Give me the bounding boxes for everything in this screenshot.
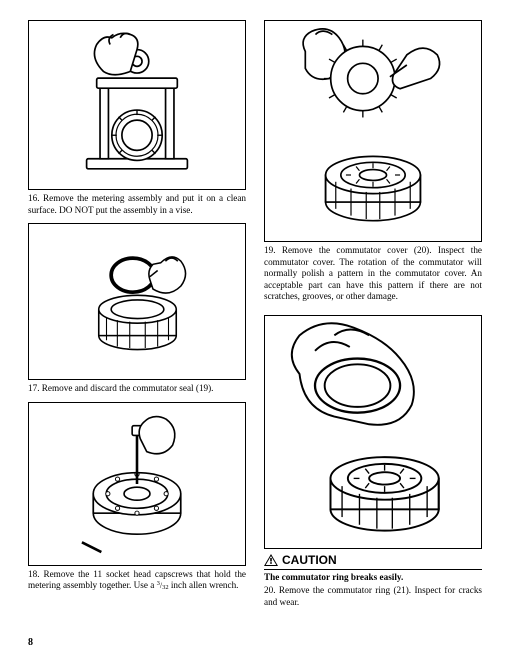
caution-rule bbox=[264, 569, 482, 570]
figure-step17 bbox=[28, 223, 246, 380]
illustration-step18 bbox=[56, 403, 218, 565]
step18-text: 18. Remove the 11 socket head capscrews … bbox=[28, 569, 246, 593]
page-number: 8 bbox=[28, 637, 482, 648]
right-column: 19. Remove the commutator cover (20). In… bbox=[264, 20, 482, 629]
illustration-step16 bbox=[53, 21, 221, 189]
illustration-step17 bbox=[60, 224, 215, 379]
step17-text: 17. Remove and discard the commutator se… bbox=[28, 383, 246, 395]
illustration-step20 bbox=[268, 316, 478, 548]
step16-text: 16. Remove the metering assembly and put… bbox=[28, 193, 246, 216]
manual-page: 16. Remove the metering assembly and put… bbox=[0, 0, 510, 660]
step20-text: 20. Remove the commutator ring (21). Ins… bbox=[264, 585, 482, 608]
illustration-step19 bbox=[273, 21, 473, 241]
step18-fraction: 3/32 bbox=[157, 580, 169, 590]
figure-step16 bbox=[28, 20, 246, 190]
figure-step19 bbox=[264, 20, 482, 242]
caution-bold-text: The commutator ring breaks easily. bbox=[264, 572, 403, 582]
step19-text: 19. Remove the commutator cover (20). In… bbox=[264, 245, 482, 303]
caution-heading: CAUTION bbox=[264, 553, 482, 567]
caution-label: CAUTION bbox=[282, 553, 337, 567]
figure-step18 bbox=[28, 402, 246, 566]
step18-text-suffix: inch allen wrench. bbox=[169, 580, 239, 590]
caution-body: The commutator ring breaks easily. bbox=[264, 572, 482, 584]
warning-icon bbox=[264, 554, 278, 566]
left-column: 16. Remove the metering assembly and put… bbox=[28, 20, 246, 629]
two-column-layout: 16. Remove the metering assembly and put… bbox=[28, 20, 482, 629]
figure-step20 bbox=[264, 315, 482, 549]
